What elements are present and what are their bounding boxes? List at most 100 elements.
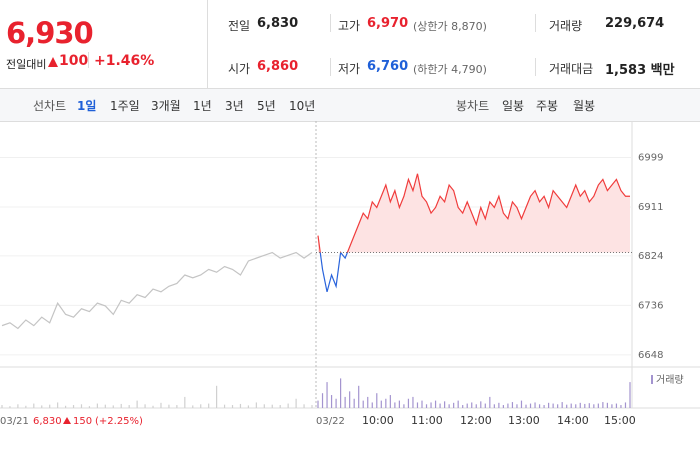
volume-bar — [263, 404, 265, 408]
volume-bar — [552, 403, 554, 408]
period-tab[interactable]: 3년 — [225, 99, 244, 113]
volume-bar — [96, 403, 98, 408]
prev-up-arrow — [63, 417, 71, 424]
tab-bar — [0, 88, 700, 122]
volume-bar — [475, 404, 477, 408]
volume-bar — [57, 402, 59, 408]
stat-note: (상한가 8,870) — [413, 20, 487, 33]
volume-bar — [629, 382, 631, 408]
volume-bar — [367, 396, 369, 408]
candle-tab[interactable]: 일봉 — [502, 99, 525, 113]
volume-bar — [398, 400, 400, 408]
stat-label: 전일 — [228, 19, 251, 33]
volume-bar — [362, 400, 364, 408]
stat-value: 6,830 — [257, 16, 299, 31]
period-tab[interactable]: 3개월 — [151, 99, 181, 113]
volume-bar — [444, 401, 446, 408]
volume-bar — [152, 405, 154, 408]
volume-bar — [593, 404, 595, 408]
volume-bar — [160, 402, 162, 408]
price-area — [318, 173, 630, 253]
volume-bar — [520, 400, 523, 408]
volume-bar — [588, 403, 590, 408]
volume-bar — [471, 402, 473, 408]
y-tick-label: 6999 — [638, 152, 663, 163]
period-tab[interactable]: 10년 — [289, 99, 316, 113]
volume-bar — [389, 395, 391, 408]
divider — [535, 14, 536, 32]
volume-bar — [279, 405, 281, 408]
volume-bar — [434, 400, 437, 408]
divider — [207, 0, 208, 88]
volume-bar — [584, 403, 586, 408]
volume-bar — [597, 403, 599, 408]
volume-bar — [466, 403, 468, 408]
volume-bar — [489, 396, 491, 408]
x-tick-label: 10:00 — [362, 414, 394, 427]
volume-bar — [231, 405, 234, 408]
volume-bar — [136, 400, 138, 408]
volume-bar — [239, 403, 242, 408]
stat-label: 고가 — [338, 19, 361, 33]
divider — [330, 58, 331, 76]
volume-bar — [344, 396, 346, 408]
volume-bar — [579, 402, 581, 408]
volume-bar — [223, 404, 226, 408]
divider — [88, 52, 89, 68]
change-label: 전일대비 — [6, 58, 47, 71]
period-tab[interactable]: 5년 — [257, 99, 276, 113]
candle-tab[interactable]: 주봉 — [536, 99, 559, 113]
stat-label: 거래대금 — [549, 62, 594, 76]
volume-bar — [1, 405, 3, 408]
period-tab[interactable]: 1주일 — [110, 99, 140, 113]
price-line — [1, 251, 313, 330]
volume-bar — [353, 398, 355, 408]
volume-bar — [602, 402, 604, 408]
volume-bar — [184, 396, 186, 408]
volume-bar — [104, 404, 106, 408]
volume-bar — [457, 400, 459, 408]
divider — [330, 14, 331, 32]
stat-label: 거래량 — [549, 19, 583, 33]
volume-bar — [295, 398, 297, 408]
volume-bar — [144, 404, 146, 408]
volume-bar — [493, 404, 495, 408]
x-tick-label: 11:00 — [411, 414, 443, 427]
volume-bar — [566, 404, 568, 408]
legend-label: 거래량 — [656, 374, 684, 386]
volume-bar — [462, 405, 464, 408]
legend-swatch — [651, 375, 653, 384]
volume-bar — [412, 396, 414, 408]
volume-bar — [64, 405, 67, 408]
volume-bar — [25, 405, 27, 408]
volume-bar — [376, 393, 378, 408]
volume-bar — [192, 405, 194, 408]
change-pct: +1.46% — [94, 53, 155, 69]
volume-bar — [255, 402, 257, 408]
volume-bar — [317, 400, 319, 408]
x-tick-label: 12:00 — [460, 414, 492, 427]
period-tab[interactable]: 1일 — [77, 99, 97, 113]
volume-bar — [615, 403, 618, 408]
candle-tab[interactable]: 월봉 — [573, 99, 596, 113]
volume-bar — [511, 402, 514, 408]
x-tick-label: 14:00 — [557, 414, 589, 427]
volume-bar — [557, 404, 559, 408]
period-tab[interactable]: 1년 — [193, 99, 212, 113]
volume-bar — [311, 405, 313, 408]
chart: 6648 6736 6824 6911 6999 거래량 03/21 03/22 10:00 11… — [0, 121, 700, 427]
volume-bar — [168, 404, 170, 408]
prev-change: 150 — [73, 416, 92, 427]
volume-bar — [176, 405, 178, 408]
volume-bar — [49, 404, 51, 408]
volume-bar — [502, 405, 504, 408]
stat-value: 1,583 백만 — [605, 63, 675, 78]
up-arrow — [48, 57, 58, 67]
prev-change-pct: (+2.25%) — [95, 416, 143, 427]
volume-bar — [9, 406, 11, 408]
volume-bar — [321, 393, 324, 408]
volume-bar — [534, 402, 536, 408]
current-price: 6,930 — [6, 16, 94, 50]
volume-bar — [112, 405, 114, 408]
